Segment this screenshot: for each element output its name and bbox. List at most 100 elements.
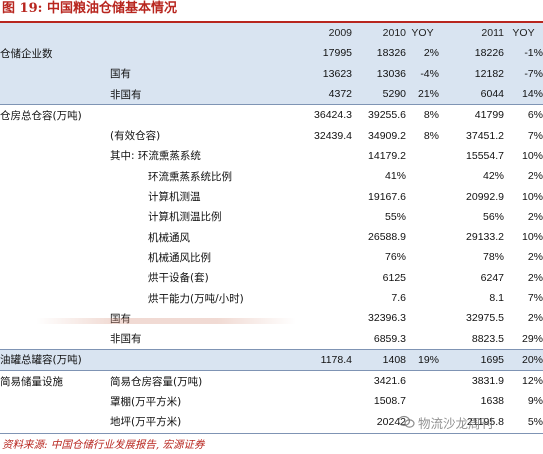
cell-2009 (280, 146, 352, 166)
cell-2010: 41% (384, 170, 406, 183)
cell-2011: 41799 (439, 104, 504, 126)
cell-yoy-2010 (406, 328, 439, 349)
header-2011: 2011 (439, 23, 504, 44)
row-sublabel: 烘干能力(万吨/小时) (148, 292, 244, 305)
header-blank-1 (0, 23, 110, 44)
cell-yoy-2011: 7% (527, 129, 543, 142)
cell-yoy-2010: -4% (406, 63, 439, 84)
cell-yoy-2010 (406, 268, 439, 288)
cell-2011: 3831.9 (439, 370, 504, 392)
row-sublabel: 计算机测温比例 (148, 211, 222, 224)
grain-storage-table: 2009 2010 YOY 2011 YOY 仓储企业数 17995 18326 2%… (0, 23, 543, 432)
cell-2011: 42% (482, 170, 504, 183)
row-sublabel: 其中: 环流熏蒸系统 (110, 150, 201, 163)
watermark-text: 物流沙龙周刊 (418, 415, 494, 431)
row-sublabel: 国有 (110, 308, 280, 328)
cell-yoy-2011: 14% (504, 83, 543, 105)
header-2010: 2010 (352, 23, 406, 44)
row-sublabel: 地坪(万平方米) (110, 416, 182, 429)
cell-2011: 8.1 (489, 292, 504, 304)
cell-2009 (280, 247, 352, 267)
row-sublabel: 罩棚(万平方米) (110, 395, 182, 408)
cell-2010: 19167.6 (368, 190, 406, 203)
table-row: 机械通风比例 76% 78% 2% (0, 247, 543, 267)
cell-2011: 29133.2 (466, 231, 504, 244)
cell-2011: 32975.5 (466, 312, 504, 325)
table-row: 烘干设备(套) 6125 6247 2% (0, 268, 543, 288)
cell-yoy-2011: 10% (521, 190, 543, 203)
cell-yoy-2010: 2% (406, 43, 439, 64)
cell-2011: 56% (482, 210, 504, 223)
table-row: 仓储企业数 17995 18326 2% 18226 -1% (0, 43, 543, 64)
cell-2009 (280, 207, 352, 227)
cell-2011: 6247 (480, 271, 504, 284)
cell-yoy-2010: 8% (423, 129, 439, 142)
cell-2010: 55% (384, 210, 406, 223)
cell-2011: 37451.2 (466, 129, 504, 142)
table-row: 简易储量设施 简易仓房容量(万吨) 3421.6 3831.9 12% (0, 370, 543, 392)
cell-2010: 6125 (382, 271, 406, 284)
cell-yoy-2011: -1% (504, 43, 543, 64)
cell-yoy-2010: 19% (406, 348, 439, 371)
cell-2009 (280, 288, 352, 308)
table-row: 国有 13623 13036 -4% 12182 -7% (0, 63, 543, 84)
cell-2010: 26588.9 (368, 231, 406, 244)
cell-2011: 78% (482, 251, 504, 264)
cell-2009: 1178.4 (280, 348, 352, 371)
header-row: 2009 2010 YOY 2011 YOY (0, 23, 543, 44)
cell-2010: 7.6 (391, 292, 406, 304)
table-row: 仓房总仓容(万吨) 36424.3 39255.6 8% 41799 6% (0, 104, 543, 126)
cell-2010: 32396.3 (368, 312, 406, 325)
cell-2009: 13623 (280, 63, 352, 84)
cell-2011: 1695 (439, 348, 504, 371)
row-label (0, 166, 110, 186)
cell-yoy-2011: 7% (527, 292, 543, 304)
cell-2011: 6044 (439, 83, 504, 105)
table-row: 烘干能力(万吨/小时) 7.6 8.1 7% (0, 288, 543, 308)
header-2009: 2009 (280, 23, 352, 44)
cell-yoy-2010: 8% (406, 104, 439, 126)
row-label (0, 146, 110, 166)
cell-yoy-2011: 2% (527, 271, 543, 284)
row-label (0, 288, 110, 308)
cell-2009 (280, 370, 352, 392)
cell-2010: 1408 (352, 348, 406, 371)
row-label (0, 328, 110, 349)
row-label (0, 227, 110, 247)
row-label (0, 63, 110, 84)
cell-yoy-2010 (406, 207, 439, 227)
cell-yoy-2010 (406, 247, 439, 267)
row-sublabel: 非国有 (110, 83, 280, 105)
cell-yoy-2010 (406, 227, 439, 247)
cell-yoy-2011: 9% (527, 395, 543, 408)
cell-yoy-2010 (406, 391, 439, 411)
row-label (0, 207, 110, 227)
header-yoy-2010: YOY (406, 23, 439, 44)
cell-2010: 3421.6 (352, 370, 406, 392)
cell-2009 (280, 166, 352, 186)
bottom-rule (0, 433, 543, 434)
table-row: 环流熏蒸系统比例 41% 42% 2% (0, 166, 543, 186)
row-label: 仓房总仓容(万吨) (0, 104, 110, 126)
cell-2010: 5290 (352, 83, 406, 105)
table-row: (有效仓容) 32439.4 34909.2 8% 37451.2 7% (0, 125, 543, 145)
row-label (0, 186, 110, 206)
faint-stripe (36, 318, 296, 324)
cell-yoy-2011: 29% (521, 332, 543, 345)
cell-2011: 1638 (480, 395, 504, 408)
row-sublabel (110, 43, 280, 64)
cell-2010: 14179.2 (368, 149, 406, 162)
cell-yoy-2011: 2% (527, 251, 543, 264)
row-sublabel: 非国有 (110, 333, 142, 346)
cell-2011: 15554.7 (466, 149, 504, 162)
source-note: 资料来源: 中国仓储行业发展报告, 宏源证券 (2, 439, 205, 451)
cell-yoy-2011: 6% (504, 104, 543, 126)
row-sublabel: 机械通风 (148, 231, 190, 244)
cell-yoy-2010: 21% (406, 83, 439, 105)
row-sublabel: 烘干设备(套) (148, 272, 209, 285)
cell-yoy-2011: -7% (504, 63, 543, 84)
cell-yoy-2011: 12% (504, 370, 543, 392)
cell-yoy-2011: 20% (504, 348, 543, 371)
cell-yoy-2011: 10% (521, 231, 543, 244)
row-label (0, 268, 110, 288)
